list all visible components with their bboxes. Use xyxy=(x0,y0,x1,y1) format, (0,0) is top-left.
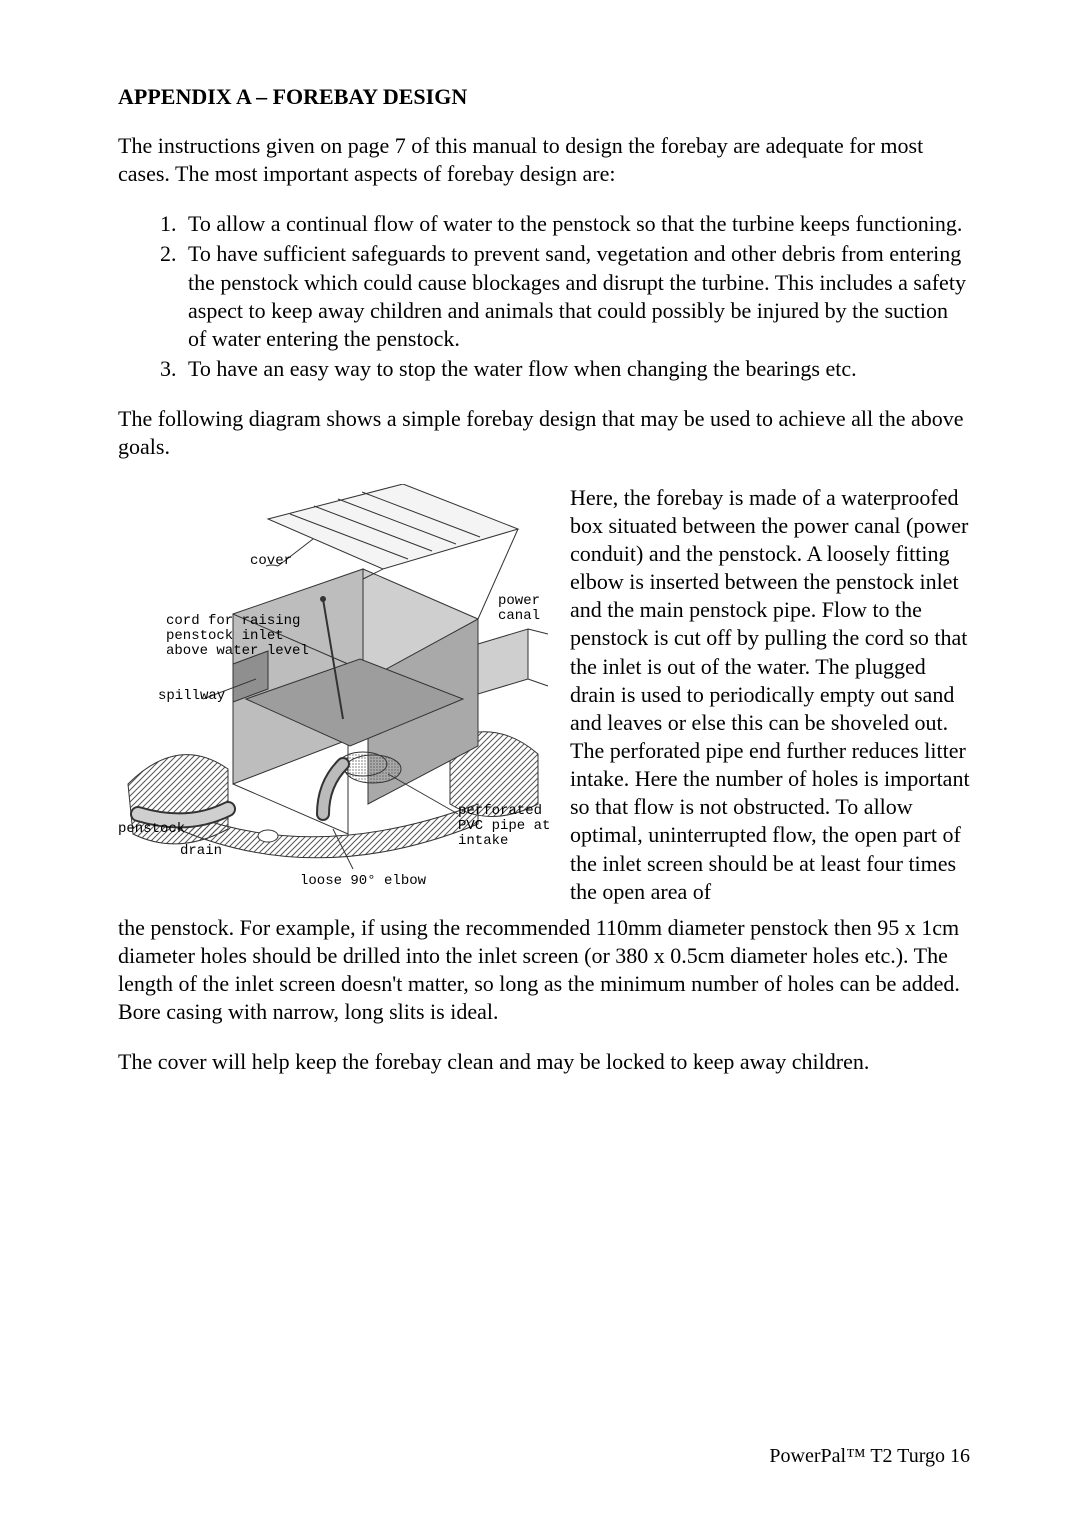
page-footer: PowerPal™ T2 Turgo 16 xyxy=(769,1445,970,1468)
label-penstock: penstock xyxy=(118,821,185,837)
label-drain: drain xyxy=(180,843,222,859)
label-cover: cover xyxy=(250,553,292,569)
pre-figure-paragraph: The following diagram shows a simple for… xyxy=(118,405,970,461)
figure-row: cover power canal cord for raising penst… xyxy=(118,484,970,908)
label-cord-1: cord for raising xyxy=(166,613,300,629)
design-list: To allow a continual flow of water to th… xyxy=(118,210,970,383)
label-cord-3: above water level xyxy=(166,643,309,659)
label-spillway: spillway xyxy=(158,688,225,704)
label-power-canal-1: power xyxy=(498,593,540,609)
label-cord-2: penstock inlet xyxy=(166,628,284,644)
final-paragraph: The cover will help keep the forebay cle… xyxy=(118,1048,970,1076)
page: APPENDIX A – FOREBAY DESIGN The instruct… xyxy=(0,0,1080,1528)
intro-paragraph: The instructions given on page 7 of this… xyxy=(118,132,970,188)
label-perf-3: intake xyxy=(458,833,508,849)
list-item: To have sufficient safeguards to prevent… xyxy=(182,240,970,353)
list-item: To have an easy way to stop the water fl… xyxy=(182,355,970,383)
forebay-diagram: cover power canal cord for raising penst… xyxy=(118,484,550,908)
label-perf-2: PVC pipe at xyxy=(458,818,550,834)
label-elbow: loose 90° elbow xyxy=(300,873,427,889)
label-power-canal-2: canal xyxy=(498,608,540,624)
figure-side-paragraph: Here, the forebay is made of a waterproo… xyxy=(570,484,970,906)
label-perf-1: perforated xyxy=(458,803,542,819)
page-title: APPENDIX A – FOREBAY DESIGN xyxy=(118,84,970,110)
post-figure-paragraph: the penstock. For example, if using the … xyxy=(118,914,970,1027)
list-item: To allow a continual flow of water to th… xyxy=(182,210,970,238)
